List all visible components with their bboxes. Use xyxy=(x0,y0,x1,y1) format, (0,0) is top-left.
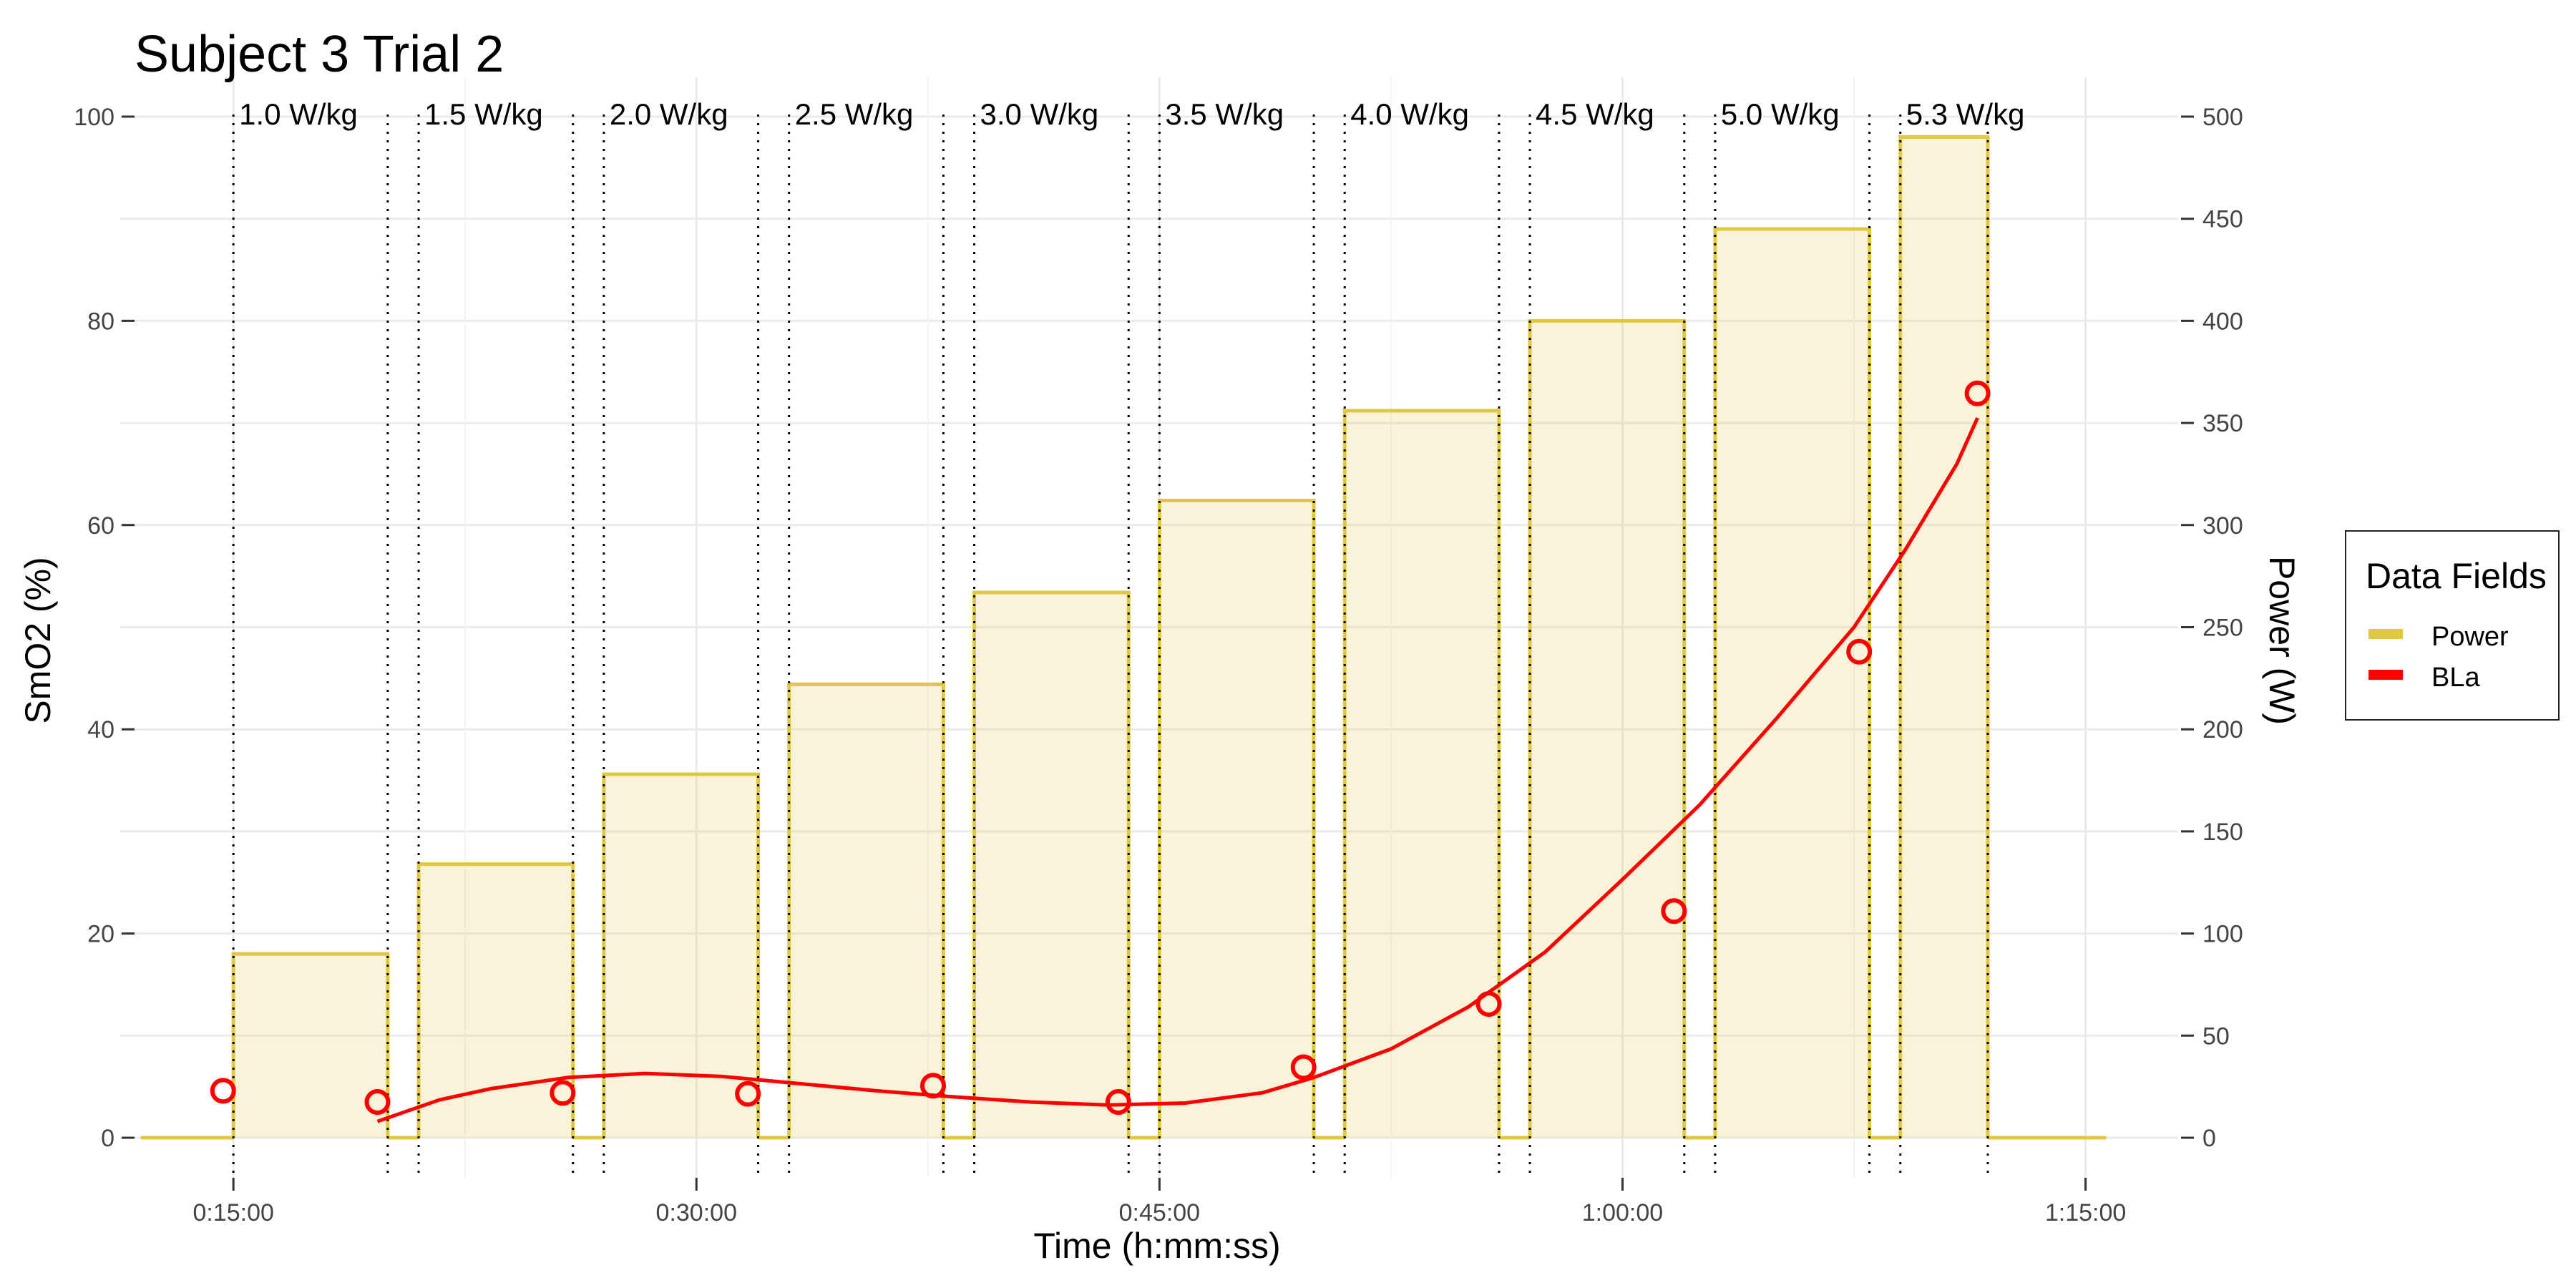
right-axis-tick-label: 200 xyxy=(2202,716,2243,743)
right-axis-tick-label: 150 xyxy=(2202,819,2243,846)
power-stage-outline xyxy=(1898,135,1990,1138)
x-axis-tick-label: 0:30:00 xyxy=(656,1199,737,1226)
x-axis-title: Time (h:mm:ss) xyxy=(1033,1226,1280,1266)
bla-point xyxy=(1846,638,1873,665)
stage-label: 5.3 W/kg xyxy=(1906,97,2025,131)
left-axis-tick-label: 100 xyxy=(74,104,114,131)
left-axis-tick-label: 0 xyxy=(101,1125,114,1152)
bla-point xyxy=(1661,898,1687,924)
stage-label: 2.0 W/kg xyxy=(610,97,728,131)
left-axis-tick-label: 20 xyxy=(87,921,114,948)
right-axis-tick-label: 100 xyxy=(2202,921,2243,948)
stage-label: 1.5 W/kg xyxy=(424,97,543,131)
power-stage-fill xyxy=(1714,228,1870,1138)
power-stage-outline xyxy=(972,590,1131,1138)
bla-point xyxy=(364,1089,391,1116)
right-axis-title: Power (W) xyxy=(2262,556,2302,725)
power-stage-outline xyxy=(231,952,390,1138)
x-axis-tick-label: 0:15:00 xyxy=(192,1199,273,1226)
x-axis-tick-label: 1:15:00 xyxy=(2045,1199,2126,1226)
right-axis-tick-label: 450 xyxy=(2202,206,2243,233)
legend-box xyxy=(2345,530,2560,721)
stage-label: 4.5 W/kg xyxy=(1536,97,1654,131)
power-stage-fill xyxy=(603,774,758,1138)
bla-point xyxy=(1290,1054,1317,1080)
legend-label-bla: BLa xyxy=(2431,663,2480,693)
power-stage-fill xyxy=(789,684,944,1138)
bla-point xyxy=(1964,380,1991,406)
right-axis-tick-label: 300 xyxy=(2202,512,2243,540)
left-axis-tick-label: 60 xyxy=(87,512,114,540)
bla-point xyxy=(735,1080,761,1107)
power-stage-fill xyxy=(419,864,573,1138)
right-axis-tick-label: 500 xyxy=(2202,104,2243,131)
power-stage-outline xyxy=(787,682,945,1138)
right-axis-tick-label: 0 xyxy=(2202,1125,2216,1152)
power-layer xyxy=(140,135,2107,1140)
power-stage-fill xyxy=(1159,500,1314,1138)
legend-title: Data Fields xyxy=(2366,556,2547,596)
power-stage-outline xyxy=(602,772,761,1138)
bla-point xyxy=(550,1080,576,1106)
power-stage-fill xyxy=(1900,137,1988,1138)
stage-label: 4.0 W/kg xyxy=(1350,97,1469,131)
right-axis-tick-label: 250 xyxy=(2202,615,2243,642)
bla-point xyxy=(1475,991,1502,1018)
legend-label-power: Power xyxy=(2431,622,2509,652)
stage-label: 3.0 W/kg xyxy=(980,97,1099,131)
bla-layer xyxy=(210,380,1991,1123)
stage-label: 3.5 W/kg xyxy=(1165,97,1284,131)
power-stage-outline xyxy=(1342,409,1501,1138)
stage-label: 5.0 W/kg xyxy=(1721,97,1840,131)
stage-label: 1.0 W/kg xyxy=(239,97,358,131)
legend-key-power xyxy=(2368,629,2403,639)
chart-title: Subject 3 Trial 2 xyxy=(135,26,504,83)
x-axis-tick-label: 0:45:00 xyxy=(1119,1199,1200,1226)
x-axis: 0:15:00 0:30:00 0:45:00 1:00:00 1:15:00 xyxy=(192,1178,2126,1226)
legend-key-bla xyxy=(2368,670,2403,680)
stage-boundaries xyxy=(232,114,1989,1178)
left-axis-tick-label: 80 xyxy=(87,308,114,335)
bla-point xyxy=(210,1078,236,1104)
right-axis-tick-label: 50 xyxy=(2202,1023,2230,1050)
power-stage-fill xyxy=(1345,410,1499,1138)
bla-fit-line xyxy=(376,416,1979,1123)
power-stage-fill xyxy=(233,954,388,1138)
stage-label: 2.5 W/kg xyxy=(795,97,914,131)
left-axis-tick-label: 40 xyxy=(87,716,114,743)
legend: Data Fields Power BLa xyxy=(2345,530,2560,721)
power-stage-fill xyxy=(974,592,1129,1138)
power-stage-outline xyxy=(1528,318,1687,1138)
bla-point xyxy=(1105,1089,1131,1116)
stage-labels: 1.0 W/kg 1.5 W/kg 2.0 W/kg 2.5 W/kg 3.0 W/kg… xyxy=(239,97,2024,131)
bla-point xyxy=(920,1073,947,1099)
right-axis-tick-label: 400 xyxy=(2202,308,2243,335)
right-axis-tick-label: 350 xyxy=(2202,410,2243,437)
right-axis: 0 50 100 150 200 250 300 350 400 450 500 xyxy=(2181,104,2243,1152)
x-axis-tick-label: 1:00:00 xyxy=(1582,1199,1663,1226)
power-stage-fill xyxy=(1530,321,1684,1138)
left-axis: 0 20 40 60 80 100 xyxy=(74,104,135,1152)
left-axis-title: SmO2 (%) xyxy=(18,557,58,723)
